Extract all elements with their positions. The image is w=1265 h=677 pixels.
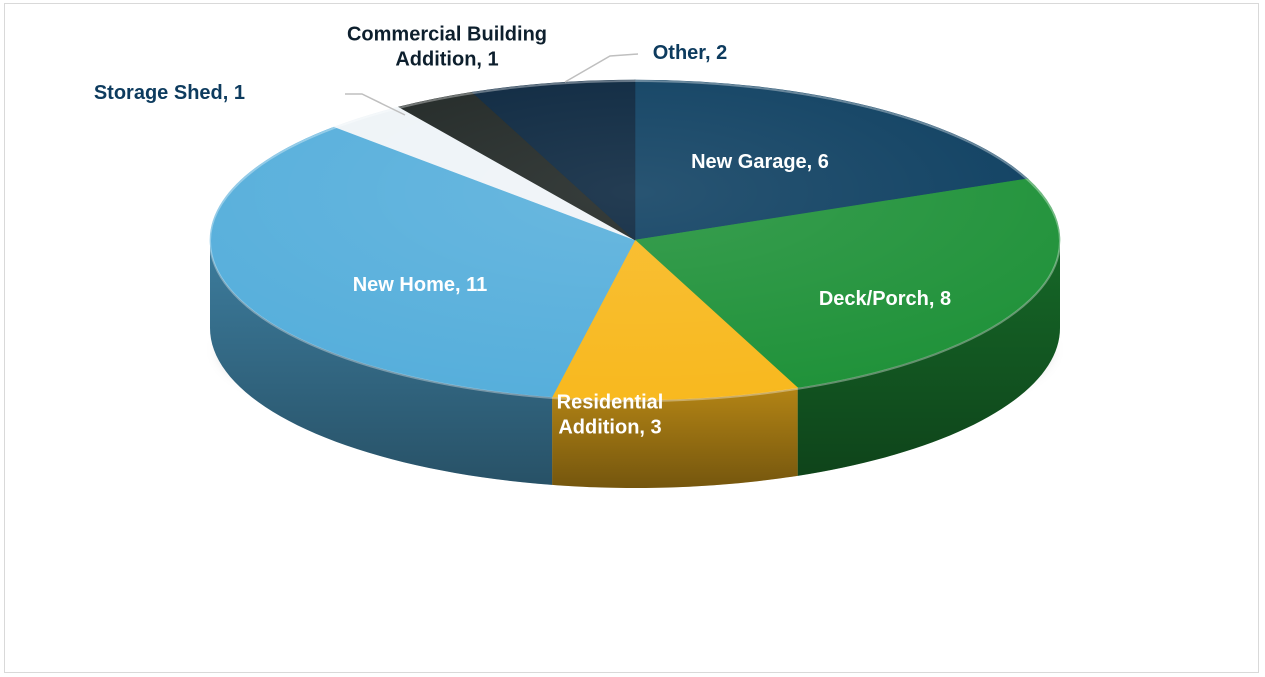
data-label-new-garage: New Garage, 6 — [691, 151, 829, 173]
data-label-line: Residential — [557, 392, 664, 414]
data-label-line: Other, 2 — [653, 42, 727, 64]
pie-gloss — [210, 80, 1060, 400]
data-label-other: Other, 2 — [653, 42, 727, 64]
pie-side-shade-residential-addition — [552, 387, 798, 488]
pie-side-shade-new-home — [210, 240, 553, 485]
data-label-deck-porch: Deck/Porch, 8 — [819, 288, 951, 310]
data-label-line: New Garage, 6 — [691, 151, 829, 173]
pie-side-shade-deck-porch — [797, 240, 1060, 476]
data-label-residential-addition: Residential Addition, 3 — [557, 392, 664, 439]
leader-line-other — [564, 53, 639, 83]
data-label-line: Storage Shed, 1 — [94, 82, 245, 104]
leader-line-storage-shed — [345, 93, 406, 116]
data-label-line: Addition, 1 — [395, 49, 498, 71]
pie-rim — [209, 80, 1061, 402]
data-label-line: Deck/Porch, 8 — [819, 288, 951, 310]
data-label-commercial-building-addition: Commercial Building Addition, 1 — [347, 24, 547, 71]
data-label-new-home: New Home, 11 — [353, 274, 488, 296]
data-label-line: Commercial Building — [347, 24, 547, 46]
data-label-line: New Home, 11 — [353, 274, 488, 296]
data-label-line: Addition, 3 — [558, 417, 661, 439]
data-label-storage-shed: Storage Shed, 1 — [94, 82, 245, 104]
